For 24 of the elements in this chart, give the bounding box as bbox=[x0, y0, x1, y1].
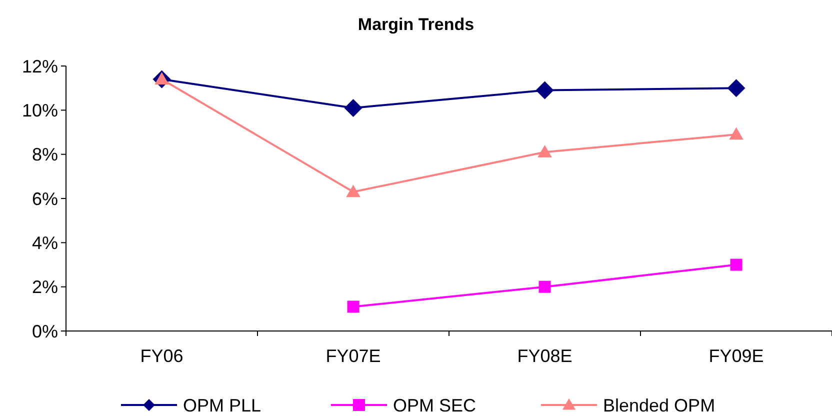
point bbox=[347, 300, 360, 313]
point bbox=[538, 280, 551, 293]
y-tick-label: 0% bbox=[32, 321, 58, 342]
point bbox=[538, 144, 552, 158]
point bbox=[730, 258, 742, 271]
y-tick-label: 2% bbox=[32, 277, 58, 298]
legend-label: OPM PLL bbox=[183, 395, 262, 416]
y-tick-label: 4% bbox=[32, 232, 58, 253]
y-tick-label: 6% bbox=[32, 188, 58, 209]
legend-label: Blended OPM bbox=[603, 395, 716, 416]
y-tick-label: 10% bbox=[22, 100, 58, 120]
x-tick-label: FY07E bbox=[326, 346, 381, 366]
legend-label: OPM SEC bbox=[393, 395, 476, 416]
point bbox=[346, 184, 360, 198]
x-tick-label: FY09E bbox=[708, 346, 764, 366]
point bbox=[729, 127, 744, 140]
x-tick-label: FY06 bbox=[140, 346, 184, 366]
chart-title: Margin Trends bbox=[358, 15, 474, 34]
x-tick-label: FY08E bbox=[517, 346, 572, 366]
point bbox=[727, 79, 746, 98]
point bbox=[344, 98, 362, 117]
y-tick-label: 8% bbox=[32, 144, 58, 165]
y-tick-label: 12% bbox=[22, 56, 58, 76]
point bbox=[536, 81, 554, 100]
